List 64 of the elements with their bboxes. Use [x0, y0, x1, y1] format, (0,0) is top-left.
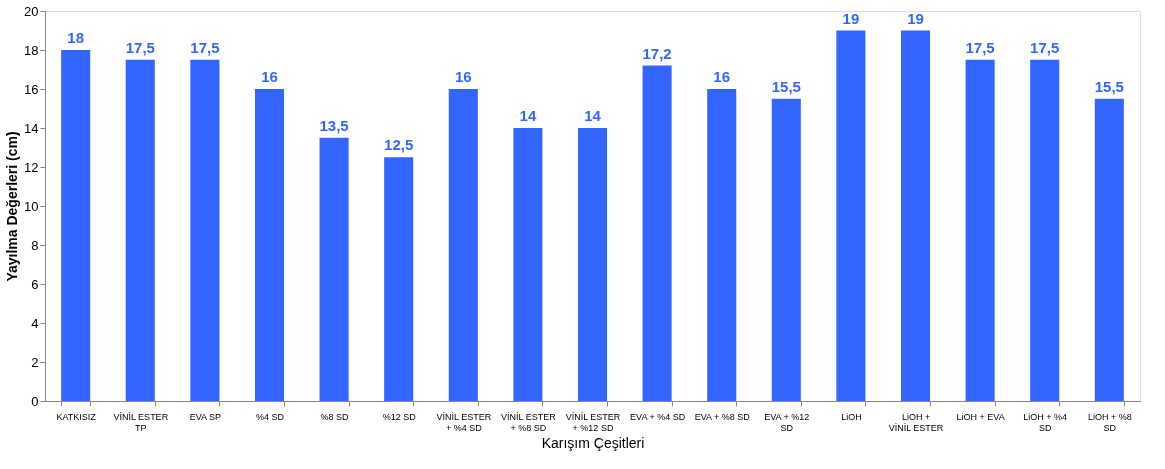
- x-tick-label: LiOH + %4 SD: [1023, 411, 1068, 433]
- data-label: 17,2: [642, 44, 672, 62]
- bar: [254, 89, 285, 401]
- data-label: 19: [907, 9, 924, 27]
- bar: [448, 89, 478, 401]
- bar: [1030, 59, 1060, 401]
- y-tick-label: 6: [31, 276, 39, 292]
- data-label: 17,5: [190, 38, 220, 56]
- x-tick-label: LiOH: [841, 411, 862, 422]
- x-tick-label: VİNİL ESTER + %12 SD: [565, 411, 621, 433]
- x-tick-label: VİNİL ESTER + %8 SD: [501, 411, 557, 433]
- y-tick-label: 2: [31, 354, 39, 370]
- data-label: 18: [67, 29, 85, 46]
- x-tick-label: LiOH + %8 SD: [1087, 411, 1132, 433]
- bar: [900, 30, 931, 401]
- data-label: 12,5: [384, 136, 414, 154]
- data-label: 13,5: [319, 116, 349, 134]
- y-tick-label: 10: [24, 198, 39, 214]
- x-tick-label: %4 SD: [255, 411, 285, 422]
- bar: [965, 59, 995, 401]
- bar: [190, 59, 220, 401]
- bar: [836, 30, 866, 401]
- data-label: 19: [842, 9, 860, 27]
- x-tick-label: VİNİL ESTER + %4 SD: [436, 411, 492, 433]
- data-label: 16: [261, 68, 278, 85]
- y-tick-label: 14: [24, 120, 39, 136]
- data-label: 16: [454, 68, 472, 85]
- data-label: 14: [519, 107, 537, 124]
- x-tick-label: VİNİL ESTER TP: [113, 411, 169, 433]
- y-tick-label: 0: [31, 393, 39, 409]
- data-label: 15,5: [1094, 77, 1124, 95]
- data-label: 17,5: [125, 38, 155, 56]
- y-tick-label: 4: [31, 315, 39, 331]
- x-tick-label: EVA + %8 SD: [694, 411, 751, 422]
- x-tick-label: %8 SD: [320, 411, 350, 422]
- bar: [707, 89, 737, 401]
- bar: [642, 65, 672, 401]
- bar: [319, 137, 349, 401]
- y-tick-label: 8: [31, 237, 39, 253]
- x-tick-label: EVA + %4 SD: [630, 411, 686, 422]
- bar: [513, 128, 543, 401]
- x-tick-label: LiOH + EVA: [956, 411, 1005, 422]
- bar: [384, 157, 414, 401]
- bar: [1094, 98, 1124, 401]
- y-tick-label: 18: [24, 42, 39, 58]
- y-tick-label: 20: [24, 3, 39, 19]
- data-label: 14: [584, 107, 602, 124]
- x-tick-label: EVA + %12 SD: [764, 411, 810, 433]
- x-tick-label: LiOH + VİNİL ESTER: [888, 411, 944, 433]
- x-tick-label: KATKISIZ: [56, 411, 97, 422]
- x-tick-label: %12 SD: [382, 411, 417, 422]
- bar: [125, 59, 155, 401]
- bar: [577, 128, 608, 401]
- x-axis-title: Karışım Çeşitleri: [541, 434, 645, 451]
- data-label: 17,5: [965, 38, 995, 56]
- bar: [771, 98, 801, 401]
- y-axis-title: Yayılma Değerleri (cm): [4, 131, 21, 282]
- data-label: 15,5: [771, 77, 801, 95]
- y-tick-label: 12: [24, 159, 39, 175]
- bar: [61, 50, 91, 401]
- data-label: 17,5: [1030, 38, 1060, 56]
- y-tick-label: 16: [24, 81, 39, 97]
- data-label: 16: [713, 68, 731, 85]
- x-tick-label: EVA SP: [189, 411, 222, 422]
